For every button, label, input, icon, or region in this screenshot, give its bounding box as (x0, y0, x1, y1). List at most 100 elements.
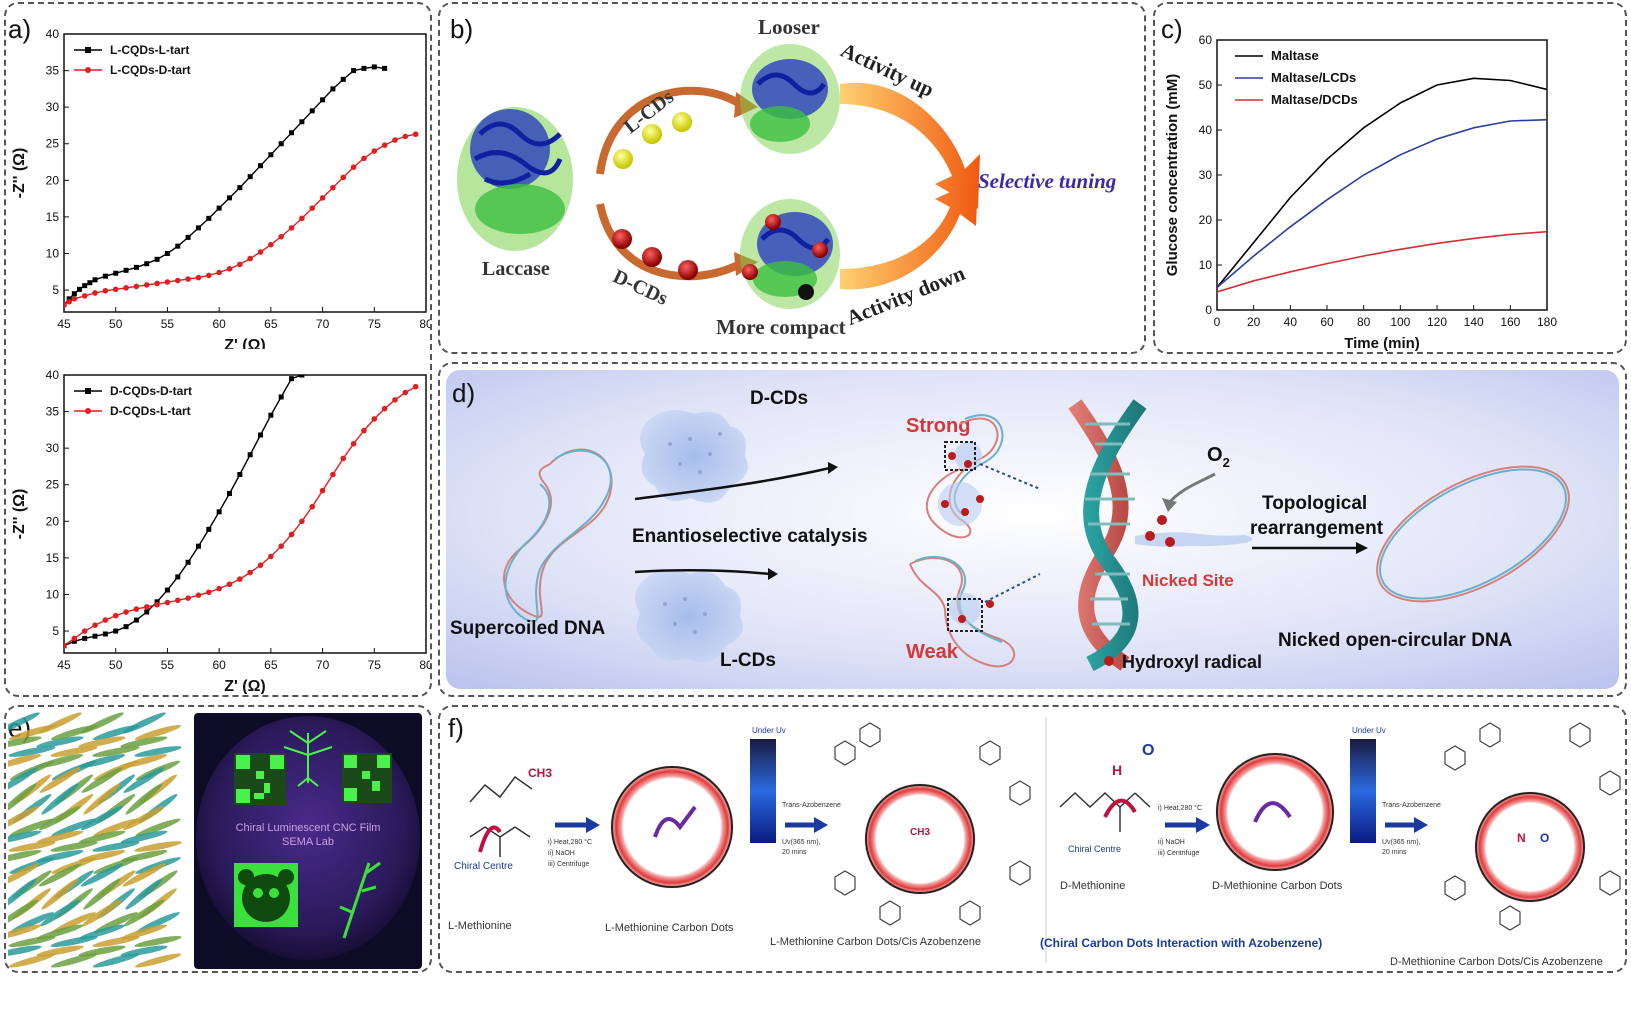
weak-label: Weak (906, 641, 959, 663)
data-point (81, 628, 88, 634)
data-point (226, 491, 232, 497)
data-point (247, 452, 253, 458)
o2-label: O2 (1207, 444, 1230, 470)
data-point (381, 142, 388, 148)
data-point (92, 622, 98, 628)
y-tick-label: 30 (46, 100, 60, 114)
x-tick-label: 75 (368, 317, 382, 331)
legend-marker (85, 67, 91, 73)
data-point (226, 581, 233, 588)
data-point (81, 293, 88, 299)
x-tick-label: 60 (212, 317, 226, 331)
l-cd-bead (642, 124, 662, 144)
d-cd-bead (642, 247, 662, 267)
data-point (206, 272, 212, 279)
x-tick-label: 50 (109, 317, 123, 331)
data-point (299, 518, 305, 525)
x-tick-label: 45 (57, 317, 71, 331)
chart-a-top: 45 50 55 60 65 70 75 80 5 10 15 20 25 30 35 40 Z' (Ω) -Z'… (11, 27, 430, 349)
y-tick-label: 10 (46, 587, 60, 601)
data-point (309, 205, 316, 211)
bamboo-icon (339, 861, 381, 939)
data-point (216, 509, 222, 515)
d-methionine-label: D-Methionine (1060, 880, 1125, 892)
enantioselective-label: Enantioselective catalysis (632, 526, 868, 547)
data-point (351, 68, 357, 74)
d-uv-cond: Uv(365 nm), (1382, 839, 1421, 846)
data-point (66, 296, 72, 302)
data-point (174, 277, 181, 284)
data-point (164, 279, 171, 285)
data-point (185, 234, 191, 240)
data-point (288, 225, 295, 231)
x-tick-label: 70 (316, 317, 330, 331)
data-point (133, 606, 140, 612)
nicked-site-label: Nicked Site (1142, 571, 1234, 590)
l-azo-ring (864, 783, 976, 895)
d-azobenzene-molecules (1444, 722, 1621, 931)
lower-curve-arrow (596, 203, 742, 281)
data-point (206, 589, 212, 596)
y-tick-label: 5 (52, 283, 59, 297)
series-Maltase/DCDs (1217, 230, 1547, 293)
data-point (102, 287, 109, 294)
legend-label: L-CQDs-L-tart (110, 43, 189, 57)
panel-f-label: f) (448, 713, 464, 743)
l-step1: i) Heat,280 °C (548, 838, 592, 846)
data-point (154, 601, 160, 608)
y-tick-label: 10 (46, 246, 60, 260)
y-tick-label: 20 (46, 514, 60, 528)
x-tick-label: 160 (1500, 315, 1520, 329)
x-tick-label: 45 (57, 658, 71, 672)
series-L-CQDs-L-tart (64, 64, 388, 308)
data-point (412, 131, 419, 138)
data-point (402, 133, 409, 140)
data-point (92, 633, 98, 639)
l-azo-ch3: CH3 (910, 827, 930, 838)
panel-d-illustration: d) Supercoiled DNA D-CDs L-CDs Enantiose… (446, 370, 1619, 689)
y-tick-label: 30 (46, 441, 60, 455)
d-dots-label: D-Methionine Carbon Dots (1212, 880, 1343, 892)
d-under-uv: Under Uv (1352, 726, 1386, 735)
series-line (64, 386, 417, 647)
data-point (268, 241, 274, 248)
data-point (247, 569, 253, 576)
x-tick-label: 65 (264, 317, 278, 331)
y-tick-label: 40 (46, 368, 60, 382)
data-point (64, 301, 67, 308)
x-tick-label: 180 (1537, 315, 1557, 329)
data-point (123, 267, 129, 273)
data-point (299, 375, 305, 378)
data-point (195, 225, 201, 231)
selective-tuning-label: Selective tuning (978, 169, 1116, 193)
data-point (226, 266, 233, 272)
data-point (123, 624, 129, 630)
d-methionine-molecule (1059, 791, 1151, 832)
panel-d: d) Supercoiled DNA D-CDs L-CDs Enantiose… (438, 362, 1627, 697)
data-point (87, 280, 93, 286)
l-uv-cond: Uv(365 nm), (782, 839, 821, 846)
data-point (392, 137, 398, 143)
strong-path-arrow (634, 466, 831, 501)
more-compact-label: More compact (716, 315, 846, 339)
data-point (174, 597, 181, 604)
data-point (371, 148, 378, 154)
data-point (278, 233, 285, 240)
data-point (102, 617, 109, 623)
data-point (320, 97, 326, 103)
l-cd-bead (672, 112, 692, 132)
y-tick-label: 0 (1205, 303, 1212, 317)
panel-b: b) Laccase L-CDs D-CDs (438, 2, 1146, 354)
data-point (299, 215, 305, 222)
data-point (71, 635, 78, 642)
strong-dna-complex (925, 414, 1004, 539)
data-point (133, 617, 139, 623)
x-axis-label: Time (min) (1344, 335, 1420, 352)
data-point (350, 440, 357, 447)
data-point (350, 164, 357, 170)
l-trans-azo: Trans-Azobenzene (782, 802, 841, 809)
l-cd-sheet (635, 570, 743, 663)
x-tick-label: 60 (1320, 315, 1334, 329)
data-point (288, 531, 295, 538)
x-tick-label: 40 (1284, 315, 1298, 329)
